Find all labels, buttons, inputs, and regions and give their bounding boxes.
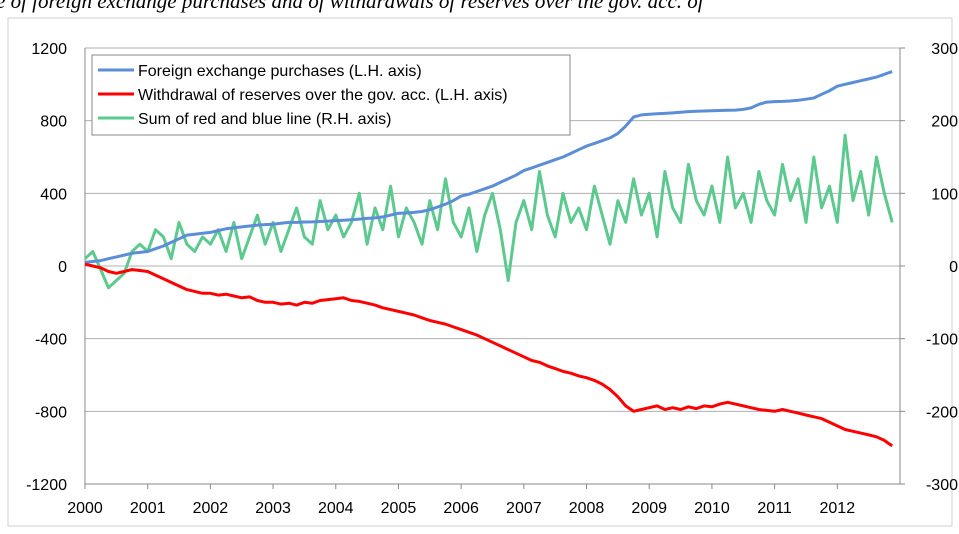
x-tick-label: 2010 <box>694 500 730 517</box>
legend-box <box>91 54 571 136</box>
y2-tick-label: 100 <box>931 186 958 203</box>
legend-label: Withdrawal of reserves over the gov. acc… <box>138 87 508 104</box>
x-tick-label: 2012 <box>820 500 856 517</box>
y2-tick-label: -100 <box>926 332 958 349</box>
y-tick-label: -800 <box>35 404 67 421</box>
x-tick-label: 2003 <box>255 500 291 517</box>
x-tick-label: 2008 <box>569 500 605 517</box>
data-line <box>84 262 894 448</box>
data-line <box>84 70 893 264</box>
x-tick-label: 2004 <box>318 500 354 517</box>
y-tick-label: 800 <box>40 114 67 131</box>
y2-tick-label: 0 <box>949 259 958 276</box>
y2-tick-label: -300 <box>926 477 958 494</box>
x-tick-label: 2001 <box>130 500 166 517</box>
y-tick-label: -1200 <box>26 477 67 494</box>
x-tick-label: 2005 <box>381 500 417 517</box>
x-tick-label: 2007 <box>506 500 542 517</box>
chart-title: e of foreign exchange purchases and of w… <box>0 0 707 13</box>
x-tick-label: 2006 <box>443 500 479 517</box>
y2-tick-label: 300 <box>931 41 958 58</box>
x-tick-label: 2002 <box>193 500 229 517</box>
y2-tick-label: -200 <box>926 404 958 421</box>
y2-tick-label: 200 <box>931 114 958 131</box>
data-line <box>83 133 894 290</box>
y-tick-label: 0 <box>58 259 67 276</box>
legend-label: Sum of red and blue line (R.H. axis) <box>138 111 391 128</box>
y-tick-label: 400 <box>40 186 67 203</box>
legend-label: Foreign exchange purchases (L.H. axis) <box>138 63 422 80</box>
chart-frame <box>7 17 953 527</box>
x-tick-label: 2011 <box>757 500 792 517</box>
y-tick-label: 1200 <box>31 41 67 58</box>
x-tick-label: 2009 <box>631 500 667 517</box>
y-tick-label: -400 <box>35 332 67 349</box>
x-tick-label: 2000 <box>67 500 103 517</box>
